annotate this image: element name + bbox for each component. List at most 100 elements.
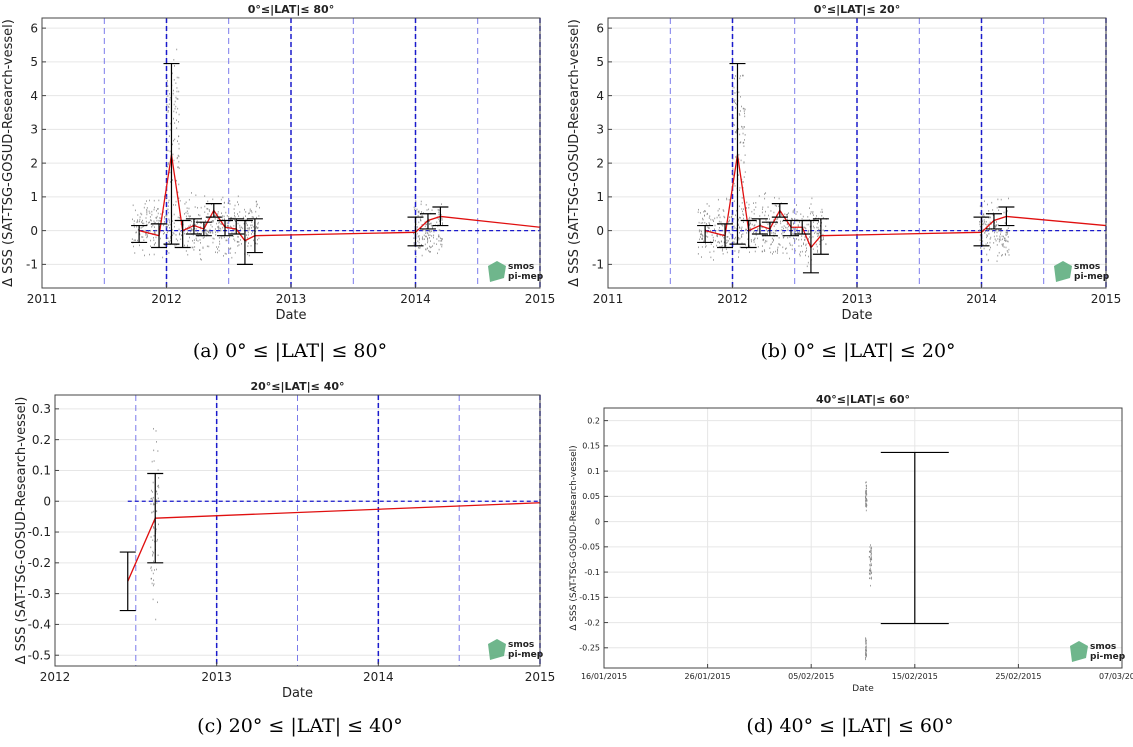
scatter-point xyxy=(713,259,714,261)
scatter-point xyxy=(169,122,171,125)
scatter-point xyxy=(750,240,752,243)
scatter-point xyxy=(169,181,171,183)
scatter-point xyxy=(222,196,224,199)
scatter-point xyxy=(152,550,154,553)
scatter-point xyxy=(167,89,169,92)
scatter-point xyxy=(230,218,232,221)
scatter-point xyxy=(200,258,202,261)
scatter-point xyxy=(418,238,420,241)
scatter-point xyxy=(796,211,798,213)
scatter-point xyxy=(425,232,427,234)
scatter-point xyxy=(250,244,252,247)
scatter-point xyxy=(418,241,420,244)
scatter-point xyxy=(723,215,725,218)
y-tick-label: -1 xyxy=(592,258,604,272)
scatter-point xyxy=(806,265,808,268)
scatter-point xyxy=(1006,210,1008,212)
scatter-point xyxy=(246,227,248,230)
scatter-point xyxy=(706,223,707,225)
scatter-point xyxy=(988,228,990,231)
scatter-point xyxy=(740,230,742,232)
scatter-point xyxy=(432,226,433,229)
scatter-point xyxy=(803,243,804,246)
scatter-point xyxy=(429,230,431,233)
scatter-point xyxy=(234,219,235,221)
scatter-point xyxy=(870,557,872,560)
scatter-point xyxy=(133,223,135,225)
scatter-point xyxy=(178,167,180,170)
y-tick-label: 0.1 xyxy=(587,467,600,476)
scatter-point xyxy=(206,233,208,235)
scatter-point xyxy=(431,225,433,228)
scatter-point xyxy=(698,229,700,232)
scatter-point xyxy=(870,551,871,554)
scatter-point xyxy=(234,239,236,242)
scatter-point xyxy=(1007,251,1009,254)
scatter-point xyxy=(255,200,257,203)
scatter-point xyxy=(702,217,703,220)
scatter-point xyxy=(152,491,153,493)
scatter-point xyxy=(722,224,724,227)
scatter-point xyxy=(245,240,247,243)
scatter-point xyxy=(738,218,739,221)
scatter-point xyxy=(238,244,240,246)
scatter-point xyxy=(216,222,218,225)
scatter-point xyxy=(750,222,751,224)
scatter-point xyxy=(432,245,434,247)
scatter-point xyxy=(706,203,708,205)
scatter-point xyxy=(728,219,730,222)
scatter-point xyxy=(218,227,220,230)
scatter-point xyxy=(166,220,168,222)
scatter-point xyxy=(821,221,822,224)
scatter-point xyxy=(132,218,133,221)
scatter-point xyxy=(718,214,720,216)
scatter-point xyxy=(865,655,867,658)
scatter-point xyxy=(433,234,435,237)
scatter-point xyxy=(729,237,731,240)
scatter-point xyxy=(167,163,169,166)
scatter-point xyxy=(783,225,785,227)
scatter-point xyxy=(754,237,756,240)
scatter-point xyxy=(441,219,443,221)
scatter-point xyxy=(710,243,712,245)
scatter-point xyxy=(157,208,158,210)
scatter-point xyxy=(218,225,220,228)
scatter-point xyxy=(744,108,746,111)
scatter-point xyxy=(813,232,815,235)
scatter-point xyxy=(157,212,159,215)
x-tick-label: 2015 xyxy=(525,292,556,306)
scatter-point xyxy=(133,239,135,242)
scatter-point xyxy=(413,232,415,235)
scatter-point xyxy=(739,189,740,191)
scatter-point xyxy=(718,226,720,229)
scatter-point xyxy=(149,212,151,214)
scatter-point xyxy=(237,235,239,238)
scatter-point xyxy=(248,254,250,257)
scatter-point xyxy=(992,230,993,233)
scatter-point xyxy=(700,229,702,232)
chart-panel-a: -1 0 1 2 3 4 5 6 2011 2012 2013 2014 2015 0°≤|LAT|≤ 8… xyxy=(0,0,566,330)
scatter-point xyxy=(776,205,777,207)
scatter-point xyxy=(799,220,801,223)
x-axis-label: Date xyxy=(852,684,874,694)
scatter-point xyxy=(809,207,810,209)
chart-title: 40°≤|LAT|≤ 60° xyxy=(816,393,910,406)
scatter-point xyxy=(198,214,199,216)
scatter-point xyxy=(979,223,981,226)
scatter-point xyxy=(214,215,216,218)
scatter-point xyxy=(420,219,422,222)
scatter-point xyxy=(1003,211,1005,214)
scatter-point xyxy=(979,225,981,228)
scatter-point xyxy=(788,212,789,214)
scatter-point xyxy=(782,231,784,234)
scatter-point xyxy=(704,210,705,212)
scatter-point xyxy=(418,237,420,240)
scatter-point xyxy=(188,225,190,228)
scatter-point xyxy=(154,521,156,523)
scatter-point xyxy=(987,235,988,237)
scatter-point xyxy=(737,174,739,176)
scatter-point xyxy=(746,201,748,204)
scatter-point xyxy=(869,558,871,561)
scatter-point xyxy=(742,127,744,130)
scatter-point xyxy=(869,546,871,548)
